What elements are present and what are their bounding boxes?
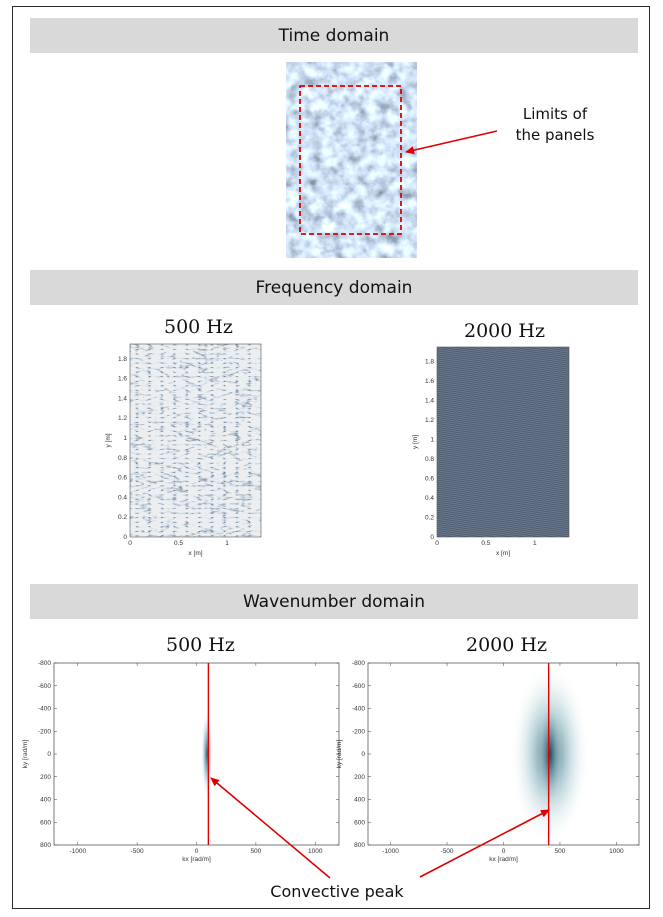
convective-arrow-2000: [419, 809, 550, 878]
y-tick-label: 1: [430, 437, 434, 444]
x-tick-label: 0: [128, 540, 132, 547]
y-tick-label: 0.2: [425, 515, 434, 522]
y-axis-label: ky [rad/m]: [22, 740, 29, 769]
y-tick-label: 1.2: [118, 415, 127, 422]
y-tick-label: 1: [123, 435, 127, 442]
y-tick-label: 0.4: [425, 495, 434, 502]
x-tick-label: 0.5: [174, 540, 183, 547]
y-axis-label: y [m]: [105, 433, 112, 447]
y-tick-label: 1.4: [425, 398, 434, 405]
freq-label-500-top: 500 Hz: [164, 316, 233, 338]
x-tick-label: 500: [555, 848, 566, 855]
y-tick-label: -200: [352, 728, 365, 735]
frequency-domain-header: Frequency domain: [30, 270, 638, 305]
freq-plot-2000: 0 0.5 1 0 0.2 0.4 0.6 0.8 1 1.2 1.4 1.6 1.8 x [m] y [m…: [412, 346, 570, 557]
x-tick-label: -500: [131, 848, 144, 855]
y-tick-label: 1.4: [118, 395, 127, 402]
y-tick-label: 200: [40, 774, 51, 781]
y-tick-label: 0: [430, 534, 434, 541]
x-axis-label: x [m]: [188, 550, 202, 557]
x-axis-label: x [m]: [496, 550, 510, 557]
limits-callout: Limits of the panels: [500, 104, 610, 146]
wavenumber-plot-2000: -1000 -500 0 500 1000 -800 -600 -400 -200 0 200 400…: [336, 660, 640, 863]
y-tick-label: 0: [361, 751, 365, 758]
y-tick-label: 1.2: [425, 417, 434, 424]
time-domain-image: [286, 62, 417, 258]
y-tick-label: -400: [352, 706, 365, 713]
x-tick-label: 1: [225, 540, 229, 547]
x-tick-label: 0: [435, 540, 439, 547]
y-tick-label: 0.4: [118, 494, 127, 501]
y-tick-label: 1.8: [425, 359, 434, 366]
limits-arrow: [405, 130, 498, 155]
y-axis-label: y [m]: [412, 435, 419, 449]
y-axis-label: ky [rad/m]: [336, 740, 343, 769]
y-tick-label: 0.6: [118, 475, 127, 482]
time-domain-title: Time domain: [278, 25, 390, 46]
y-tick-label: 400: [40, 797, 51, 804]
time-domain-header: Time domain: [30, 18, 638, 53]
freq-plot-500: 0 0.5 1 0 0.2 0.4 0.6 0.8 1 1.2 1.4 1.6 1.8 x [m] y [m…: [105, 343, 262, 557]
y-tick-label: 0: [47, 751, 51, 758]
x-tick-label: 1000: [609, 848, 624, 855]
x-tick-label: 1000: [308, 848, 323, 855]
x-axis-label: kx [rad/m]: [489, 856, 518, 863]
convective-peak-label: Convective peak: [270, 882, 404, 901]
y-tick-label: -800: [352, 660, 365, 667]
freq-label-2000-bottom: 2000 Hz: [466, 634, 547, 656]
y-tick-label: 1.6: [118, 376, 127, 383]
wavenumber-domain-title: Wavenumber domain: [242, 591, 426, 612]
x-tick-label: -1000: [69, 848, 86, 855]
x-tick-label: -500: [441, 848, 454, 855]
y-tick-label: 400: [354, 797, 365, 804]
y-tick-label: 0: [123, 534, 127, 541]
convective-arrow-500: [210, 777, 331, 879]
limits-callout-line1: Limits of: [522, 105, 588, 123]
y-tick-label: 600: [354, 819, 365, 826]
panel-limits-dashed-box: [299, 85, 402, 235]
x-tick-label: 0: [195, 848, 199, 855]
y-tick-label: 1.8: [118, 356, 127, 363]
y-tick-label: 800: [40, 842, 51, 849]
y-tick-label: -200: [38, 728, 51, 735]
wavenumber-domain-header: Wavenumber domain: [30, 584, 638, 619]
x-tick-label: -1000: [382, 848, 399, 855]
x-tick-label: 0: [502, 848, 506, 855]
limits-callout-line2: the panels: [515, 126, 595, 144]
freq-label-2000-top: 2000 Hz: [464, 320, 545, 342]
y-tick-label: 600: [40, 819, 51, 826]
y-tick-label: 0.8: [118, 455, 127, 462]
y-tick-label: 0.2: [118, 514, 127, 521]
freq-label-500-bottom: 500 Hz: [166, 634, 235, 656]
y-tick-label: 1.6: [425, 378, 434, 385]
y-tick-label: -400: [38, 706, 51, 713]
y-tick-label: 800: [354, 842, 365, 849]
x-tick-label: 500: [250, 848, 261, 855]
x-tick-label: 1: [533, 540, 537, 547]
y-tick-label: 0.8: [425, 456, 434, 463]
wavenumber-plot-500: -1000 -500 0 500 1000 -800 -600 -400 -200 0 200 400…: [22, 660, 340, 863]
y-tick-label: 0.6: [425, 476, 434, 483]
y-tick-label: 200: [354, 774, 365, 781]
y-tick-label: -600: [352, 683, 365, 690]
y-tick-label: -800: [38, 660, 51, 667]
frequency-domain-title: Frequency domain: [255, 277, 413, 298]
y-tick-label: -600: [38, 683, 51, 690]
x-tick-label: 0.5: [481, 540, 490, 547]
x-axis-label: kx [rad/m]: [182, 856, 211, 863]
